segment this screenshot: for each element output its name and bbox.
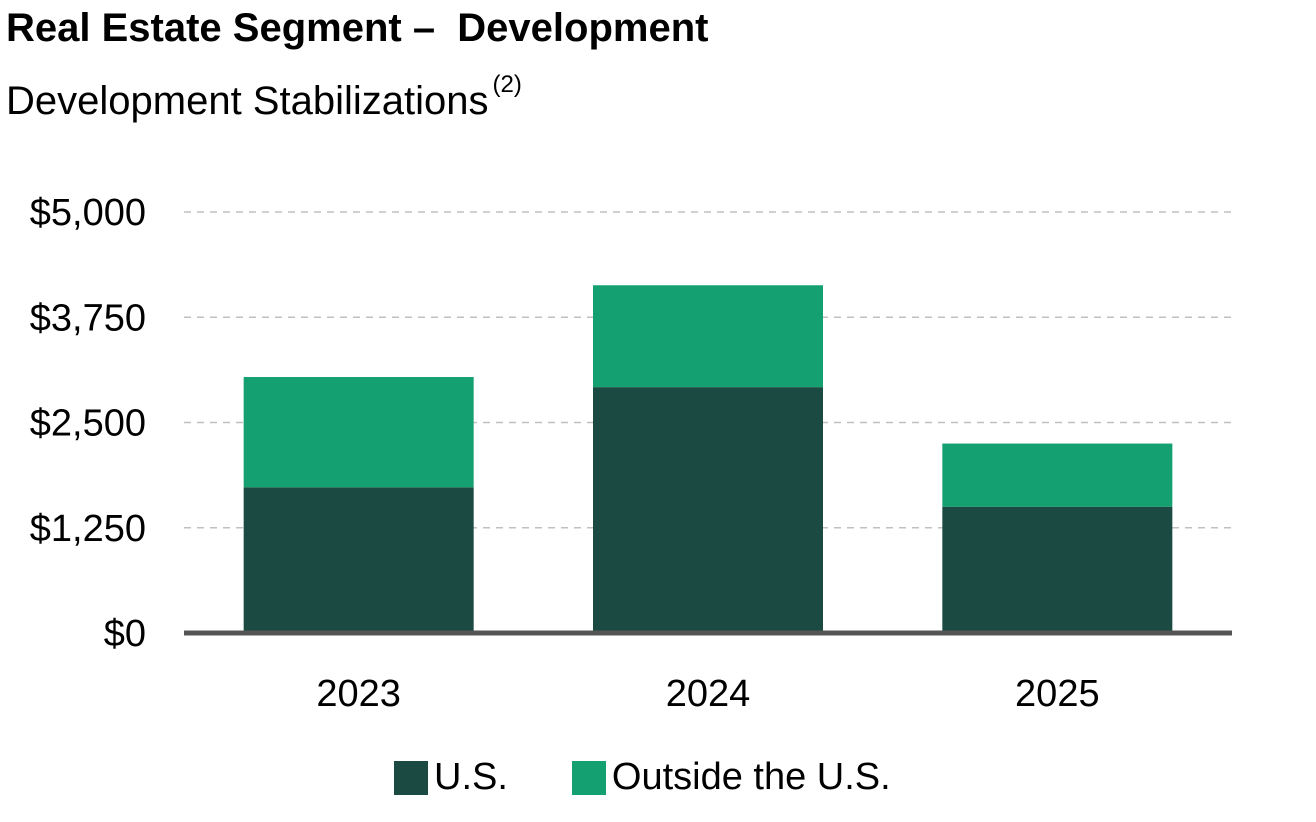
bar-outside-2024	[593, 285, 823, 388]
y-tick-label: $1,250	[30, 508, 146, 550]
y-tick-label: $3,750	[30, 297, 146, 339]
legend-swatch-us	[394, 760, 428, 795]
legend: U.S. Outside the U.S.	[394, 756, 955, 799]
bar-outside-2025	[942, 443, 1173, 507]
bar-us-2023	[243, 487, 474, 633]
y-tick-label: $5,000	[30, 192, 146, 234]
legend-label-us: U.S.	[434, 756, 508, 798]
chart-title: Real Estate Segment – Development	[6, 6, 709, 50]
chart-subtitle: Development Stabilizations (2)	[6, 62, 522, 124]
legend-item-us: U.S.	[394, 756, 508, 799]
x-tick-label: 2025	[1015, 673, 1100, 715]
legend-item-outside: Outside the U.S.	[571, 756, 891, 799]
x-tick-label: 2023	[316, 673, 401, 715]
x-tick-label: 2024	[666, 673, 751, 715]
legend-swatch-outside	[571, 760, 606, 795]
y-tick-label: $0	[104, 613, 146, 655]
bar-us-2024	[593, 387, 823, 633]
legend-label-outside: Outside the U.S.	[611, 756, 891, 798]
footnote-marker: (2)	[492, 71, 522, 98]
bar-us-2025	[942, 506, 1173, 633]
bar-outside-2023	[243, 377, 474, 488]
subtitle-text: Development Stabilizations	[6, 79, 489, 123]
y-tick-label: $2,500	[30, 403, 146, 445]
